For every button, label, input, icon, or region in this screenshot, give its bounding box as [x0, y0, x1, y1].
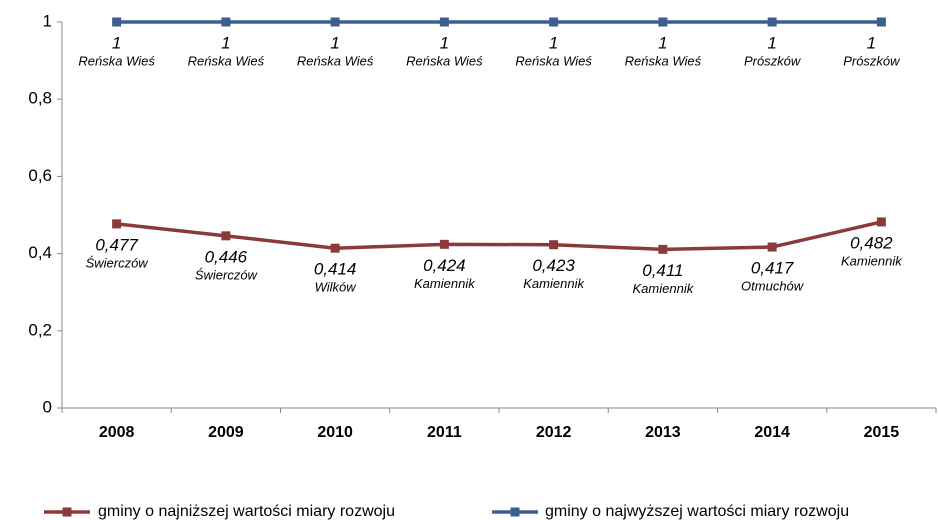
point-name: Reńska Wieś — [515, 53, 592, 68]
legend-marker — [62, 507, 72, 517]
point-name: Otmuchów — [741, 278, 805, 293]
point-name: Reńska Wieś — [625, 53, 702, 68]
value-label: 1 — [112, 33, 121, 52]
point-name: Prószków — [843, 53, 901, 68]
point-name: Reńska Wieś — [78, 53, 155, 68]
point-name: Reńska Wieś — [406, 53, 483, 68]
value-label: 0,446 — [205, 247, 248, 266]
x-tick-label: 2013 — [645, 424, 681, 441]
value-label: 0,424 — [423, 256, 466, 275]
marker — [767, 17, 777, 27]
value-label: 0,417 — [751, 259, 794, 278]
x-tick-label: 2008 — [99, 424, 135, 441]
point-name: Kamiennik — [523, 276, 585, 291]
series-line — [116, 220, 882, 252]
legend-label: gminy o najniższej wartości miary rozwoj… — [98, 503, 395, 520]
y-tick-label: 0,8 — [28, 89, 52, 108]
marker — [876, 217, 886, 227]
x-tick-label: 2009 — [208, 424, 244, 441]
y-tick-label: 0,2 — [28, 320, 52, 339]
marker — [221, 231, 231, 241]
marker — [876, 17, 886, 27]
value-label: 1 — [549, 33, 558, 52]
point-name: Świerczów — [195, 267, 259, 282]
marker — [549, 240, 559, 250]
x-tick-label: 2011 — [427, 424, 462, 441]
value-label: 1 — [440, 33, 449, 52]
y-tick-label: 0,6 — [28, 166, 52, 185]
value-label: 0,482 — [850, 233, 893, 252]
value-label: 1 — [658, 33, 667, 52]
marker — [330, 243, 340, 253]
marker — [767, 242, 777, 252]
marker — [439, 17, 449, 27]
marker — [658, 244, 668, 254]
x-tick-label: 2012 — [536, 424, 572, 441]
point-name: Reńska Wieś — [188, 53, 265, 68]
value-label: 0,414 — [314, 260, 357, 279]
marker — [221, 17, 231, 27]
value-label: 1 — [330, 33, 339, 52]
point-name: Kamiennik — [841, 253, 903, 268]
marker — [112, 17, 122, 27]
value-label: 0,411 — [642, 261, 683, 280]
x-tick-label: 2010 — [317, 424, 353, 441]
marker — [549, 17, 559, 27]
y-tick-label: 0,4 — [28, 243, 52, 262]
point-name: Kamiennik — [414, 276, 476, 291]
x-tick-label: 2015 — [864, 424, 900, 441]
point-name: Prószków — [744, 53, 802, 68]
legend-marker — [510, 507, 520, 517]
marker — [439, 239, 449, 249]
value-label: 0,423 — [532, 256, 575, 275]
legend-label: gminy o najwyższej wartości miary rozwoj… — [545, 503, 849, 520]
y-tick-label: 1 — [43, 11, 52, 30]
marker — [658, 17, 668, 27]
x-tick-label: 2014 — [754, 424, 790, 441]
value-label: 1 — [221, 33, 230, 52]
y-tick-label: 0 — [43, 397, 52, 416]
value-label: 1 — [767, 33, 776, 52]
point-name: Wilków — [315, 280, 358, 295]
value-label: 0,477 — [95, 235, 138, 254]
point-name: Kamiennik — [633, 281, 695, 296]
point-name: Świerczów — [86, 255, 150, 270]
point-name: Reńska Wieś — [297, 53, 374, 68]
value-label: 1 — [867, 33, 876, 52]
marker — [112, 219, 122, 229]
marker — [330, 17, 340, 27]
